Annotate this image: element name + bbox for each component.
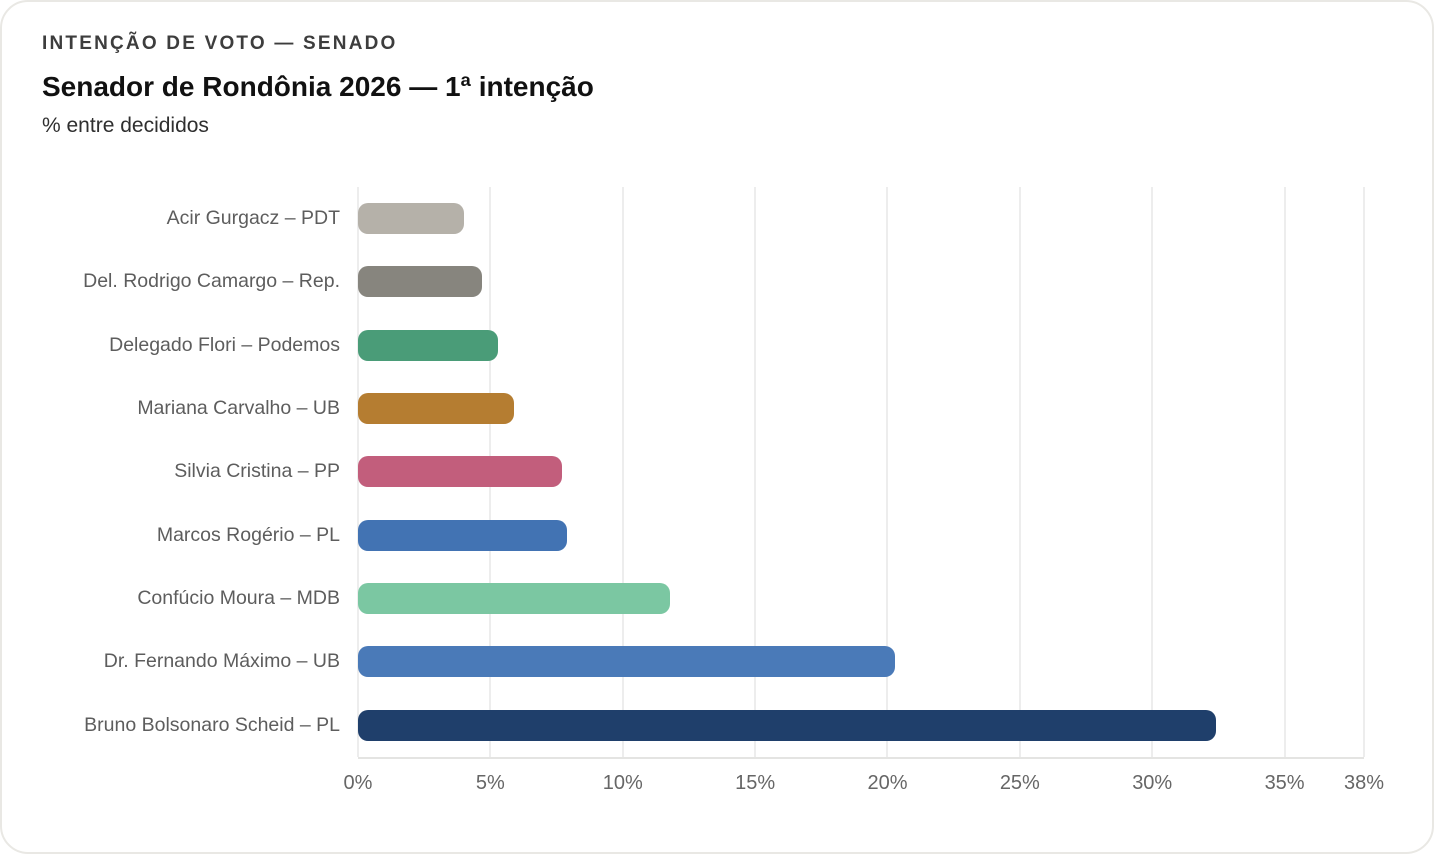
x-tick-label: 35% bbox=[1264, 771, 1305, 794]
gridline-15% bbox=[754, 187, 757, 757]
chart-row: Silvia Cristina – PP bbox=[42, 440, 1364, 503]
category-label: Acir Gurgacz – PDT bbox=[166, 207, 340, 230]
gridline-38% bbox=[1363, 187, 1365, 757]
bar bbox=[358, 329, 499, 361]
bar bbox=[358, 582, 671, 614]
category-label: Delegado Flori – Podemos bbox=[109, 333, 340, 356]
chart-row: Dr. Fernando Máximo – UB bbox=[42, 630, 1364, 693]
chart-row: Del. Rodrigo Camargo – Rep. bbox=[42, 250, 1364, 313]
bar bbox=[358, 519, 568, 551]
bar bbox=[358, 709, 1216, 741]
bar-track bbox=[358, 519, 1364, 551]
gridline-35% bbox=[1283, 187, 1286, 757]
gridline-30% bbox=[1151, 187, 1154, 757]
plot-area: Acir Gurgacz – PDT Del. Rodrigo Camargo –… bbox=[42, 187, 1384, 803]
x-tick-label: 25% bbox=[999, 771, 1040, 794]
chart-row: Marcos Rogério – PL bbox=[42, 503, 1364, 566]
bar-track bbox=[358, 329, 1364, 361]
bar bbox=[358, 266, 483, 298]
category-label: Dr. Fernando Máximo – UB bbox=[103, 650, 340, 673]
chart-row: Delegado Flori – Podemos bbox=[42, 314, 1364, 377]
category-label: Confúcio Moura – MDB bbox=[137, 586, 340, 609]
bar-track bbox=[358, 266, 1364, 298]
x-tick-label: 10% bbox=[602, 771, 643, 794]
category-label: Marcos Rogério – PL bbox=[156, 523, 340, 546]
bar-track bbox=[358, 646, 1364, 678]
bar-track bbox=[358, 393, 1364, 425]
chart-subtitle: % entre decididos bbox=[42, 114, 209, 137]
horizontal-bar-chart: Acir Gurgacz – PDT Del. Rodrigo Camargo –… bbox=[42, 187, 1384, 803]
chart-row: Confúcio Moura – MDB bbox=[42, 567, 1364, 630]
gridline-20% bbox=[886, 187, 889, 757]
gridline-25% bbox=[1018, 187, 1021, 757]
bar-track bbox=[358, 582, 1364, 614]
chart-row: Acir Gurgacz – PDT bbox=[42, 187, 1364, 250]
x-tick-label: 0% bbox=[343, 771, 373, 794]
chart-eyebrow: INTENÇÃO DE VOTO — SENADO bbox=[42, 33, 398, 54]
bar bbox=[358, 456, 562, 488]
category-label: Del. Rodrigo Camargo – Rep. bbox=[83, 270, 340, 293]
chart-row: Mariana Carvalho – UB bbox=[42, 377, 1364, 440]
bar bbox=[358, 203, 464, 235]
category-label: Bruno Bolsonaro Scheid – PL bbox=[84, 713, 340, 736]
bar bbox=[358, 646, 896, 678]
x-axis: 0% 5% 10% 15% 20% 25% 30% 35% 38% bbox=[344, 756, 1384, 803]
x-tick-label: 38% bbox=[1343, 771, 1385, 794]
category-label: Silvia Cristina – PP bbox=[174, 460, 340, 483]
x-tick-label: 20% bbox=[867, 771, 908, 794]
bar-track bbox=[358, 709, 1364, 741]
bar-rows: Acir Gurgacz – PDT Del. Rodrigo Camargo –… bbox=[42, 187, 1364, 757]
x-tick-label: 15% bbox=[735, 771, 776, 794]
gridline-10% bbox=[621, 187, 624, 757]
bar-track bbox=[358, 456, 1364, 488]
x-tick-label: 5% bbox=[475, 771, 505, 794]
category-label: Mariana Carvalho – UB bbox=[137, 397, 340, 420]
x-tick-label: 30% bbox=[1132, 771, 1173, 794]
bar bbox=[358, 393, 515, 425]
bar-track bbox=[358, 203, 1364, 235]
chart-title: Senador de Rondônia 2026 — 1ª intenção bbox=[42, 71, 594, 102]
chart-row: Bruno Bolsonaro Scheid – PL bbox=[42, 693, 1364, 756]
